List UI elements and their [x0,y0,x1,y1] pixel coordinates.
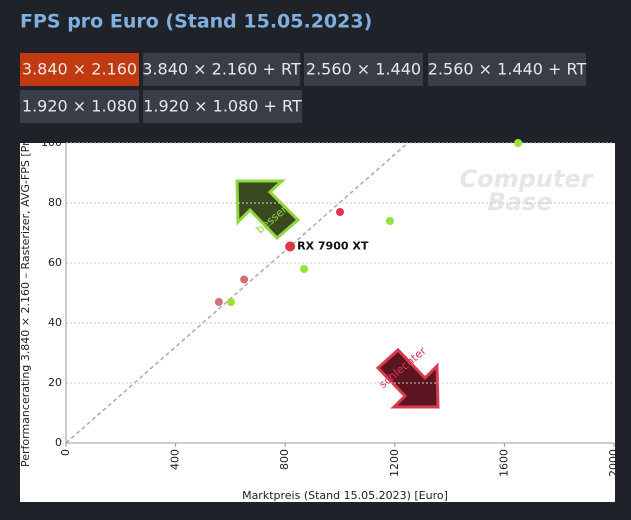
y-axis-label: Performancerating 3.840 × 2.160 – Raster… [19,107,32,467]
x-tick-label: 0 [59,449,72,456]
point [214,298,223,306]
y-tick-label: 40 [48,316,62,329]
x-tick-label: 800 [278,449,291,470]
tab[interactable]: 3.840 × 2.160 + RT [142,53,301,86]
point [300,265,309,273]
tab-label: 3.840 × 2.160 + RT [142,60,301,79]
watermark: Base [487,188,552,216]
worse-arrow [375,347,440,409]
tab-label: 1.920 × 1.080 + RT [143,97,302,116]
point [514,139,523,147]
tab-label: 2.560 × 1.440 [306,60,421,79]
point [226,298,235,306]
x-tick-label: 1200 [388,449,401,477]
tab-bg [20,53,139,86]
y-tick-label: 20 [48,376,62,389]
tab[interactable]: 2.560 × 1.440 [304,53,423,86]
y-tick-label: 60 [48,256,62,269]
y-tick-label: 80 [48,196,62,209]
point [336,208,344,216]
x-tick-label: 400 [169,449,182,470]
y-tick-label: 0 [55,436,62,449]
tab-bg [304,53,423,86]
title: FPS pro Euro (Stand 15.05.2023) [20,11,372,33]
tab-bg [20,90,139,123]
point [240,275,249,284]
x-tick-label: 2000 [607,449,620,477]
point [385,217,394,225]
tab-label: 3.840 × 2.160 [22,60,137,79]
reference-line [65,143,409,444]
tab[interactable]: 1.920 × 1.080 [20,90,139,123]
x-tick-label: 1600 [497,449,510,477]
tab[interactable]: 2.560 × 1.440 + RT [428,53,587,86]
point [285,241,296,252]
tab-label: 1.920 × 1.080 [22,97,137,116]
better-arrow [235,179,301,241]
tab-label: 2.560 × 1.440 + RT [428,60,587,79]
x-axis-label: Marktpreis (Stand 15.05.2023) [Euro] [242,489,448,502]
watermark: Computer [460,165,595,193]
tab-bg [143,90,302,123]
y-label-clip: Performancerating 3.840 × 2.160 – Raster… [19,107,32,467]
tab[interactable]: 1.920 × 1.080 + RT [143,90,302,123]
tab[interactable]: 3.840 × 2.160 [20,53,139,86]
y-tick-label: 100 [41,136,62,149]
tab-bg [143,53,300,86]
tab-bg [428,53,586,86]
point-label: RX 7900 XT [297,240,369,253]
